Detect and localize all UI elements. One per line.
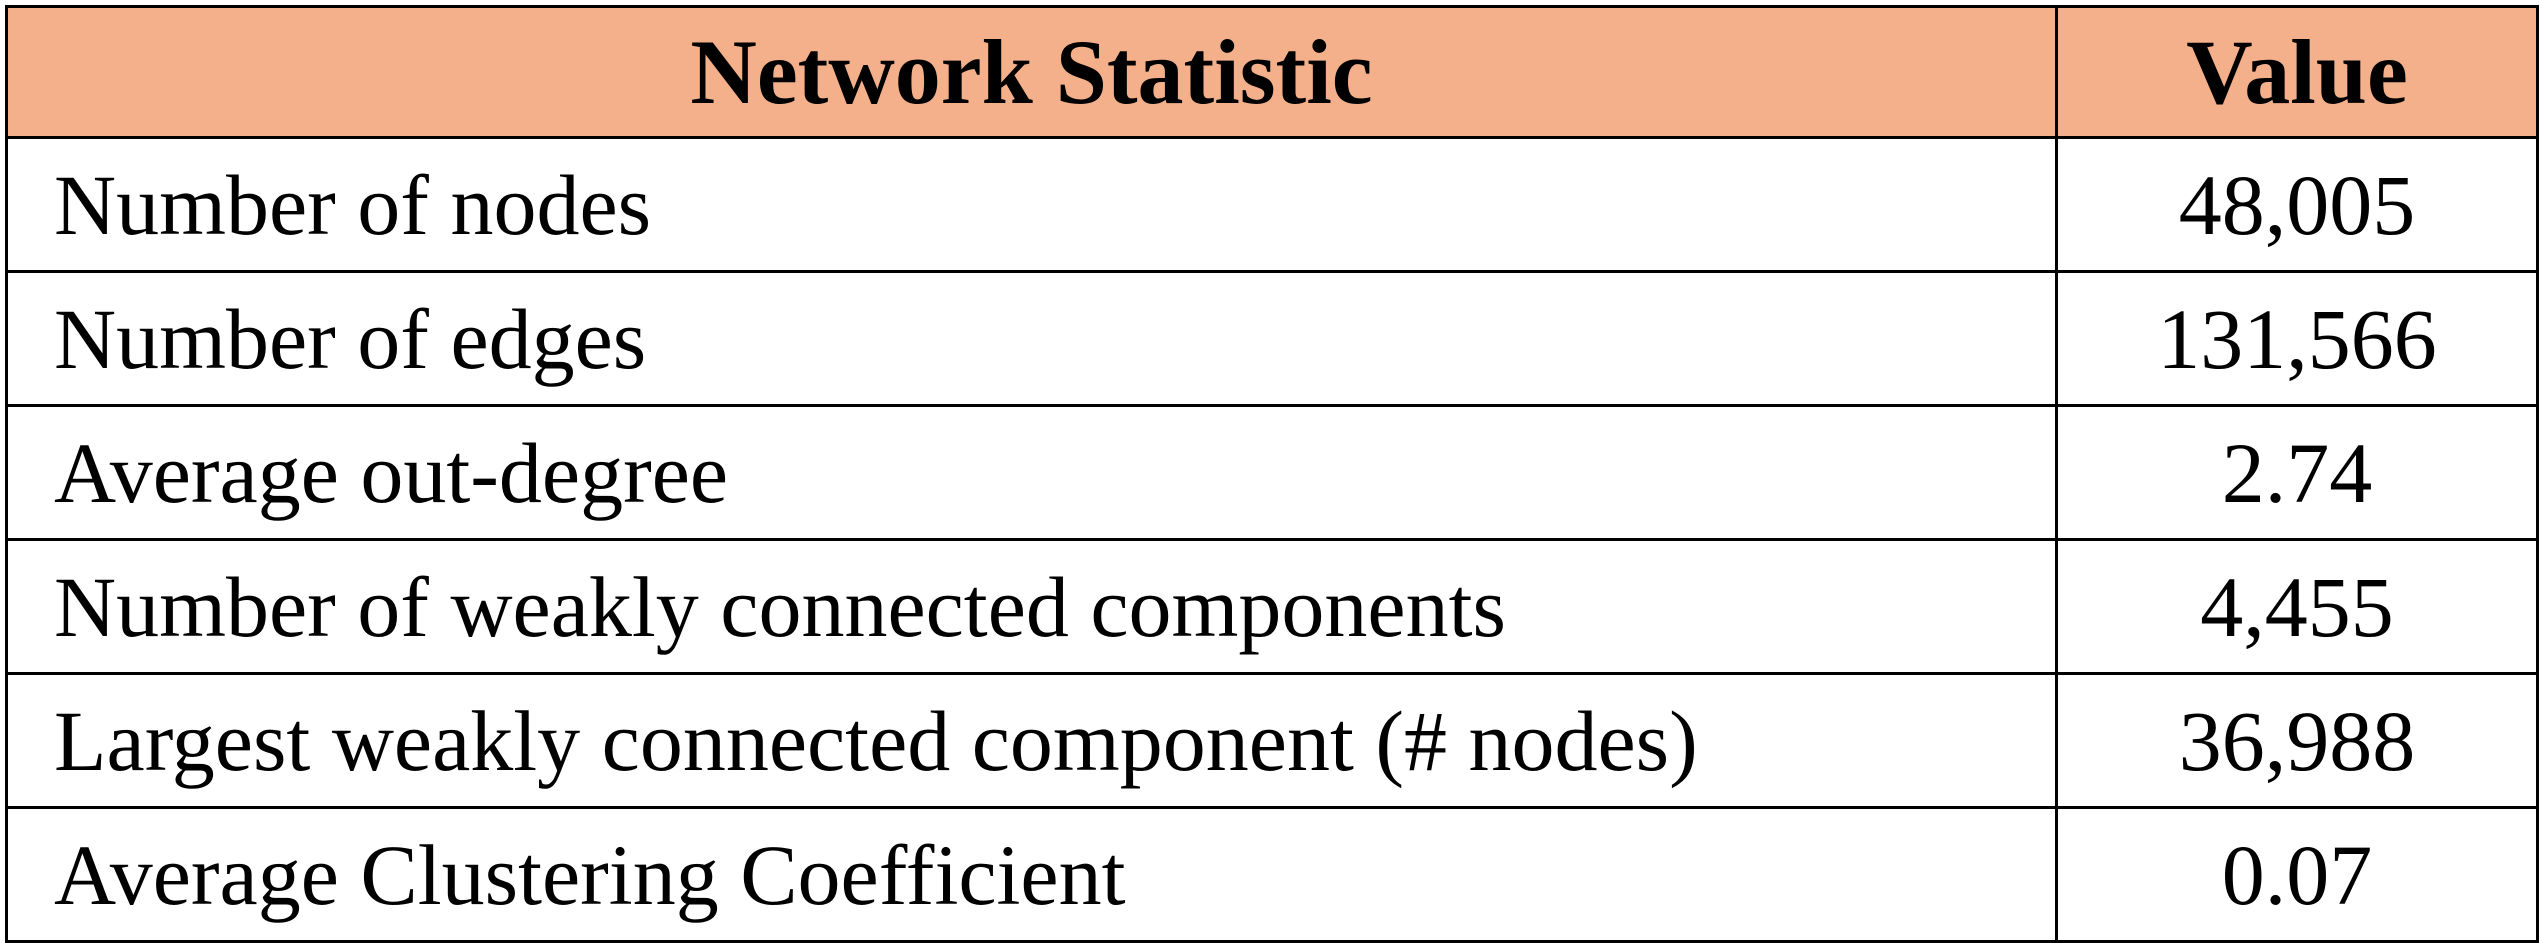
row-label-weakly-connected-components: Number of weakly connected components: [5, 538, 2058, 675]
network-statistics-table-container: Network Statistic Value Number of nodes …: [5, 5, 2539, 943]
header-network-statistic: Network Statistic: [5, 5, 2058, 139]
table-row: Number of edges 131,566: [5, 270, 2539, 407]
row-label-average-clustering-coefficient: Average Clustering Coefficient: [5, 806, 2058, 943]
table-header: Network Statistic Value: [5, 5, 2539, 139]
table-row: Number of weakly connected components 4,…: [5, 538, 2539, 675]
table-row: Average Clustering Coefficient 0.07: [5, 806, 2539, 943]
row-label-number-of-edges: Number of edges: [5, 270, 2058, 407]
table-row: Average out-degree 2.74: [5, 404, 2539, 541]
table-row: Largest weakly connected component (# no…: [5, 672, 2539, 809]
row-label-largest-wcc: Largest weakly connected component (# no…: [5, 672, 2058, 809]
row-value-number-of-edges: 131,566: [2055, 270, 2539, 407]
header-value: Value: [2055, 5, 2539, 139]
row-value-number-of-nodes: 48,005: [2055, 136, 2539, 273]
row-value-average-out-degree: 2.74: [2055, 404, 2539, 541]
header-row: Network Statistic Value: [5, 5, 2539, 139]
row-label-average-out-degree: Average out-degree: [5, 404, 2058, 541]
table-body: Number of nodes 48,005 Number of edges 1…: [5, 136, 2539, 943]
network-statistics-table: Network Statistic Value Number of nodes …: [5, 5, 2539, 943]
table-row: Number of nodes 48,005: [5, 136, 2539, 273]
row-value-weakly-connected-components: 4,455: [2055, 538, 2539, 675]
row-value-average-clustering-coefficient: 0.07: [2055, 806, 2539, 943]
row-label-number-of-nodes: Number of nodes: [5, 136, 2058, 273]
row-value-largest-wcc: 36,988: [2055, 672, 2539, 809]
